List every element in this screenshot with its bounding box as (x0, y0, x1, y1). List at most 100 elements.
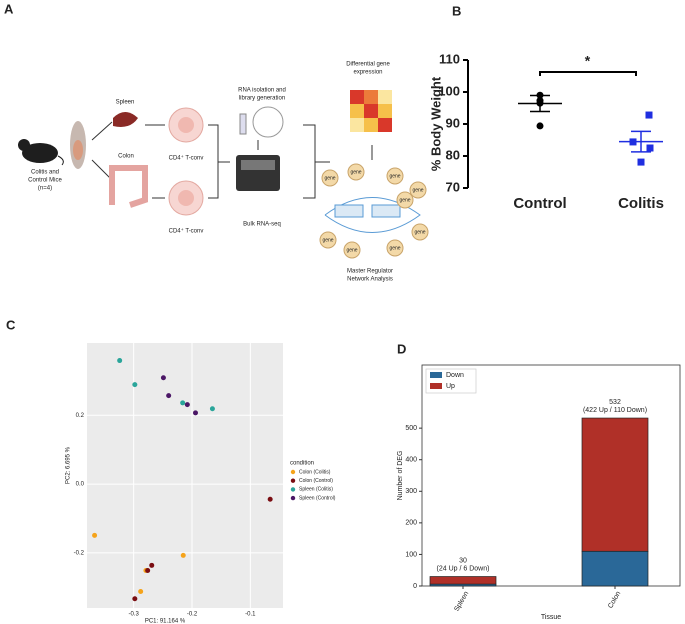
rna-icon (252, 106, 284, 138)
significance-bracket (539, 71, 637, 76)
data-point (180, 552, 186, 558)
y-axis-label: PC2: 6.695 % (66, 446, 72, 484)
total-label: (24 Up / 6 Down) (437, 565, 490, 572)
legend-swatch (290, 495, 296, 501)
y-tick-label: 100 (405, 551, 417, 558)
organs (73, 140, 83, 160)
y-tick-label: 110 (439, 51, 460, 66)
organ-label: Spleen (116, 100, 135, 106)
y-axis-label: Number of DEG (397, 451, 404, 501)
data-point (132, 596, 138, 602)
gene-node (409, 181, 427, 199)
x-tick-label: Spleen (453, 590, 470, 612)
y-tick-label: 500 (405, 425, 417, 432)
step-label: Bulk RNA-seq (243, 222, 281, 228)
arrow (91, 159, 113, 181)
y-tick-label: 200 (405, 520, 417, 527)
data-point (536, 122, 544, 130)
mouse-label: Colitis and (31, 170, 59, 176)
step-label: RNA isolation and (238, 88, 286, 94)
data-point (117, 358, 123, 364)
plot-background (87, 343, 283, 608)
plot-frame (421, 364, 681, 587)
step-label: Network Analysis (347, 277, 393, 283)
gene-node (321, 169, 339, 187)
gene-label: gene (389, 173, 400, 179)
heatmap-icon (350, 90, 392, 132)
y-tick-label: -0.2 (74, 551, 85, 557)
data-point (184, 402, 190, 408)
legend-swatch (290, 487, 296, 492)
data-point (138, 588, 144, 594)
panel-label: D (397, 341, 406, 356)
gene-label: gene (324, 175, 335, 181)
bracket (208, 124, 230, 199)
x-axis-label: Tissue (541, 614, 561, 621)
data-point (637, 158, 645, 166)
total-label: (422 Up / 110 Down) (583, 407, 647, 414)
y-tick-label: 0 (413, 583, 417, 590)
arrow (91, 121, 113, 141)
step-label: Master Regulator (347, 269, 393, 275)
significance-label: * (585, 53, 591, 69)
data-point (149, 562, 155, 568)
data-point (646, 144, 654, 152)
cell-label: CD4⁺ T-conv (169, 228, 204, 235)
workflow-diagram: A Colitis and Control Mice (n=4) Spleen … (4, 1, 429, 283)
data-point (209, 406, 215, 412)
total-label: 532 (609, 399, 621, 406)
panel-label: A (4, 1, 14, 16)
regulator-node (371, 204, 401, 218)
bar-segment (429, 576, 497, 585)
legend-label: Spleen (Control) (299, 495, 336, 501)
bracket (303, 124, 330, 199)
y-tick-label: 80 (446, 147, 460, 162)
gene-node (347, 163, 365, 181)
gene-label: gene (389, 245, 400, 251)
y-axis-label: % Body Weight (428, 76, 443, 171)
step-label: library generation (239, 96, 285, 102)
legend-label: Colon (Control) (299, 478, 333, 484)
legend-label: Spleen (Colitis) (299, 487, 333, 493)
gene-label: gene (350, 169, 361, 175)
tube-icon (239, 113, 247, 135)
data-point (166, 393, 172, 399)
y-tick-label: 70 (446, 179, 460, 194)
y-tick-label: 0.2 (76, 413, 85, 419)
cell-label: CD4⁺ T-conv (169, 155, 204, 162)
y-tick-label: 400 (405, 457, 417, 464)
data-point (180, 400, 186, 406)
data-point (267, 496, 273, 502)
data-point (160, 375, 166, 381)
legend-swatch (430, 383, 442, 389)
data-point (92, 532, 98, 538)
bar-segment (581, 417, 649, 552)
legend-label: Colon (Colitis) (299, 469, 331, 475)
bar-segment (581, 550, 649, 587)
mouse-icon (22, 143, 58, 163)
legend-swatch (290, 478, 296, 483)
data-point (145, 567, 151, 573)
y-tick-label: 0.0 (76, 482, 85, 488)
gene-label: gene (412, 187, 423, 193)
gene-node (411, 223, 429, 241)
cell-nucleus (178, 190, 194, 206)
x-tick-label: -0.1 (245, 612, 256, 618)
x-tick-label: Colitis (618, 195, 664, 212)
cell-nucleus (178, 117, 194, 133)
step-label: Differential gene (346, 62, 390, 68)
legend-swatch (290, 469, 296, 475)
gene-node (386, 239, 404, 257)
gene-node (386, 167, 404, 185)
organ-label: Colon (118, 154, 134, 160)
legend-swatch (430, 372, 442, 378)
legend-title: condition (290, 461, 314, 467)
regulator-node (334, 204, 364, 218)
mouse-label: Control Mice (28, 178, 62, 184)
y-tick-label: 90 (446, 115, 460, 130)
data-point (132, 382, 138, 388)
x-tick-label: -0.2 (187, 612, 198, 618)
gene-node (396, 191, 414, 209)
